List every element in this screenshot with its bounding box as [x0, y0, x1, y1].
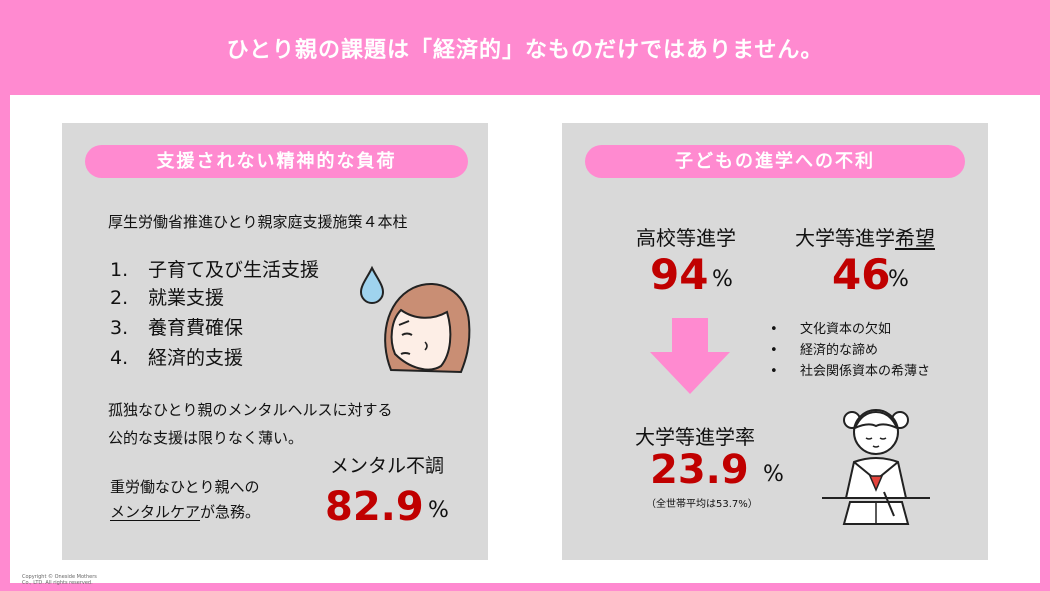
bullet: • [770, 322, 778, 337]
care-suffix: が急務。 [200, 503, 261, 521]
university-rate-label: 大学等進学率 [635, 425, 755, 449]
high-school-label: 高校等進学 [636, 226, 736, 250]
scarf [868, 475, 884, 492]
university-hope-unit: % [888, 267, 909, 292]
policy-label: 就業支援 [148, 287, 225, 309]
support-note-line2: 公的な支援は限りなく薄い。 [108, 429, 304, 447]
sweat-drop-icon [359, 265, 385, 304]
university-hope-label: 大学等進学希望 [795, 228, 935, 249]
reason-item: 社会関係資本の希薄さ [800, 364, 931, 379]
policy-label: 経済的支援 [148, 347, 244, 369]
left-panel-heading: 支援されない精神的な負荷 [85, 145, 468, 178]
policy-label: 子育て及び生活支援 [148, 259, 320, 281]
copyright-line2: Co., LTD. All rights reserved. [22, 580, 93, 586]
right-panel-heading: 子どもの進学への不利 [585, 145, 965, 178]
reason-item: 文化資本の欠如 [800, 322, 892, 337]
right-panel [562, 123, 988, 560]
worried-mother-icon [359, 265, 471, 374]
policy-number: 1. [110, 259, 129, 281]
high-school-unit: % [712, 267, 733, 292]
mental-stat-unit: % [428, 498, 449, 523]
copyright-line1: Copyright © Oneside Mothers [22, 574, 97, 580]
face-shape [390, 308, 452, 371]
studying-girl-icon [822, 409, 930, 525]
policy-number: 3. [110, 317, 129, 339]
university-hope-emphasis: 希望 [895, 226, 935, 250]
bullet: • [770, 343, 778, 358]
bullet: • [770, 364, 778, 379]
slide-title: ひとり親の課題は「経済的」なものだけではありません。 [226, 37, 824, 63]
university-rate-value: 23.9 [650, 447, 749, 493]
mental-stat-value: 82.9 [325, 484, 424, 530]
pencil [883, 491, 895, 517]
university-hope-value: 46 [832, 250, 891, 299]
university-rate-unit: % [763, 462, 784, 487]
care-emphasis: メンタルケア [110, 503, 201, 521]
policy-number: 2. [110, 287, 129, 309]
university-rate-note: （全世帯平均は53.7%） [646, 499, 758, 510]
policy-label: 養育費確保 [148, 317, 244, 339]
university-hope-prefix: 大学等進学 [795, 226, 895, 250]
care-line1: 重労働なひとり親への [110, 478, 260, 496]
down-arrow-icon [650, 318, 730, 394]
support-note-line1: 孤独なひとり親のメンタルヘルスに対する [108, 401, 393, 419]
mental-stat-label: メンタル不調 [330, 455, 445, 477]
reason-item: 経済的な諦め [800, 343, 879, 358]
high-school-value: 94 [650, 250, 709, 299]
policy-number: 4. [110, 347, 129, 369]
care-line2: メンタルケアが急務。 [110, 504, 260, 520]
policy-title: 厚生労働省推進ひとり親家庭支援施策４本柱 [108, 213, 408, 231]
